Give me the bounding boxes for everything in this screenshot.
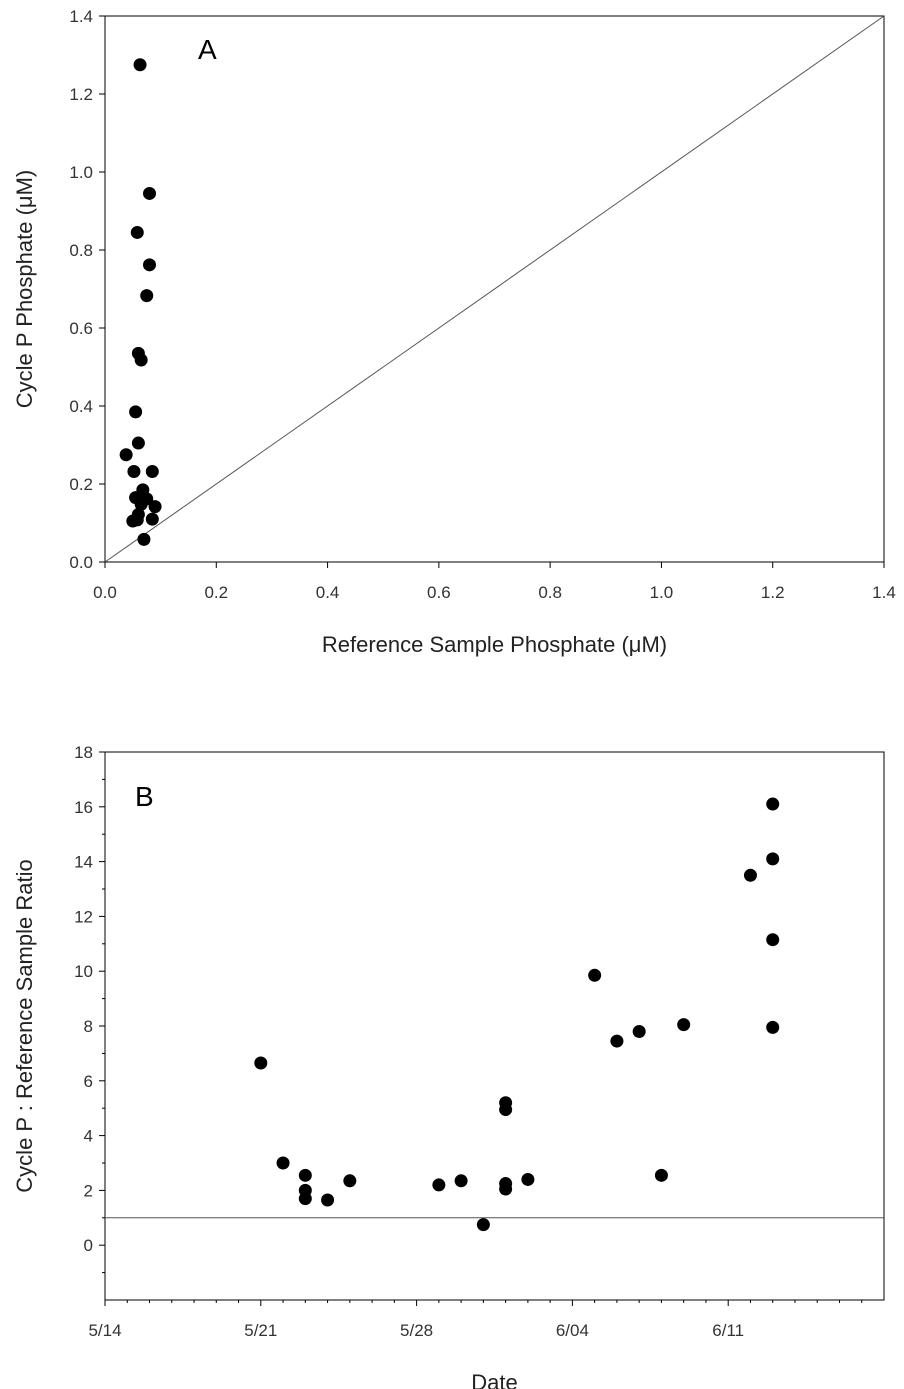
data-point	[148, 500, 162, 514]
y-axis-title: Cycle P : Reference Sample Ratio	[12, 859, 37, 1192]
y-tick-label: 12	[74, 907, 93, 926]
data-point	[654, 1168, 668, 1182]
y-tick-label: 14	[74, 853, 93, 872]
y-tick-label: 4	[84, 1127, 93, 1146]
data-point	[298, 1192, 312, 1206]
data-point	[145, 465, 159, 479]
data-point	[766, 852, 780, 866]
data-point	[134, 353, 148, 367]
data-point	[298, 1168, 312, 1182]
data-point	[632, 1024, 646, 1038]
y-tick-label: 0	[84, 1236, 93, 1255]
y-tick-label: 0.2	[69, 475, 93, 494]
x-tick-label: 0.6	[427, 583, 451, 602]
x-tick-label: 5/14	[88, 1321, 121, 1340]
y-tick-label: 8	[84, 1017, 93, 1036]
x-tick-label: 0.8	[538, 583, 562, 602]
data-point	[140, 289, 154, 303]
data-point	[254, 1056, 268, 1070]
panel-a: 0.0 0.2 0.4 0.6 0.8 1.0 1.2 1.4 0.0 0.2 0.4 0.6 0.8 1…	[12, 7, 896, 657]
data-point	[499, 1182, 513, 1196]
y-tick-label: 1.2	[69, 85, 93, 104]
y-tick-label: 10	[74, 962, 93, 981]
data-point	[766, 797, 780, 811]
x-tick-label: 0.4	[316, 583, 340, 602]
data-point	[276, 1156, 290, 1170]
data-point	[454, 1174, 468, 1188]
data-point	[499, 1103, 513, 1117]
x-tick-label: 0.2	[204, 583, 228, 602]
x-tick-label: 1.2	[761, 583, 785, 602]
y-tick-label: 2	[84, 1181, 93, 1200]
x-axis-title: Reference Sample Phosphate (μM)	[322, 632, 667, 657]
y-tick-label: 0.0	[69, 553, 93, 572]
x-tick-label: 6/11	[712, 1321, 744, 1340]
y-tick-label: 1.0	[69, 163, 93, 182]
x-axis-title: Date	[471, 1370, 517, 1389]
y-tick-label: 0.4	[69, 397, 93, 416]
data-point	[321, 1193, 335, 1207]
one-to-one-line	[104, 15, 885, 563]
data-point	[127, 465, 141, 479]
y-axis-title: Cycle P Phosphate (μM)	[12, 170, 37, 408]
y-tick-label: 16	[74, 798, 93, 817]
panel-letter: B	[135, 781, 154, 812]
data-point	[130, 225, 144, 239]
x-tick-label: 5/21	[244, 1321, 277, 1340]
y-tick-label: 6	[84, 1072, 93, 1091]
data-point	[521, 1172, 535, 1186]
data-point	[432, 1178, 446, 1192]
data-point	[137, 532, 151, 546]
data-point	[677, 1018, 691, 1032]
data-point	[129, 405, 143, 419]
data-point	[131, 436, 145, 450]
data-point	[143, 186, 157, 200]
data-point	[766, 1020, 780, 1034]
panel-letter: A	[198, 34, 217, 65]
y-tick-label: 0.6	[69, 319, 93, 338]
x-tick-label: 6/04	[556, 1321, 589, 1340]
x-tick-label: 0.0	[93, 583, 117, 602]
data-point	[343, 1174, 357, 1188]
data-point	[119, 448, 133, 462]
data-point	[133, 58, 147, 72]
data-point	[766, 933, 780, 947]
data-point	[130, 513, 144, 527]
data-point	[610, 1034, 624, 1048]
data-point	[743, 868, 757, 882]
data-point	[476, 1218, 490, 1232]
panel-b: 0 2 4 6 8 10 12 14 16 18 5/14 5/21 5/28 6/04 6/11 Date C…	[12, 743, 885, 1389]
y-tick-label: 18	[74, 743, 93, 762]
data-point	[588, 968, 602, 982]
y-tick-label: 1.4	[69, 7, 93, 26]
data-point	[143, 258, 157, 272]
x-tick-label: 5/28	[400, 1321, 433, 1340]
data-point	[134, 497, 148, 511]
x-tick-label: 1.0	[650, 583, 674, 602]
y-tick-label: 0.8	[69, 241, 93, 260]
x-tick-label: 1.4	[872, 583, 896, 602]
data-point	[145, 512, 159, 526]
plot-frame	[104, 15, 885, 563]
